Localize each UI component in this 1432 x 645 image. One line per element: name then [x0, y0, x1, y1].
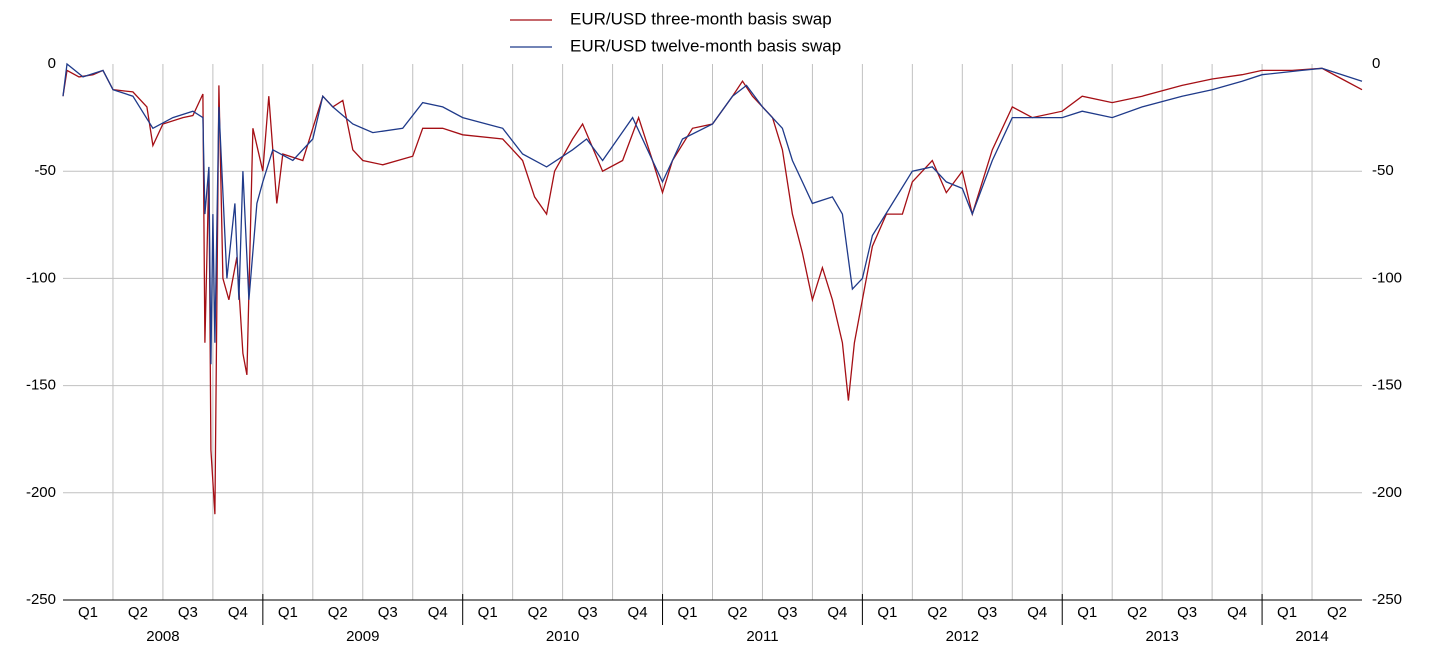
x-tick-label: Q2: [1327, 604, 1347, 621]
x-tick-label: Q2: [727, 604, 747, 621]
x-tick-label: Q2: [128, 604, 148, 621]
legend-label: EUR/USD three-month basis swap: [570, 9, 832, 28]
x-tick-label: Q2: [927, 604, 947, 621]
x-tick-label: Q3: [1177, 604, 1197, 621]
year-label: 2013: [1145, 628, 1178, 645]
y2-tick-label: -50: [1372, 162, 1394, 179]
x-tick-label: Q2: [528, 604, 548, 621]
year-label: 2010: [546, 628, 579, 645]
x-tick-label: Q4: [228, 604, 248, 621]
series-line: [62, 67, 1363, 515]
x-tick-label: Q3: [777, 604, 797, 621]
y2-tick-label: 0: [1372, 55, 1380, 72]
y-tick-label: -200: [26, 484, 56, 501]
year-label: 2011: [746, 628, 778, 645]
x-tick-label: Q1: [1077, 604, 1097, 621]
series-line: [62, 62, 1363, 365]
x-tick-label: Q1: [1277, 604, 1297, 621]
y-tick-label: 0: [48, 55, 56, 72]
x-tick-label: Q1: [678, 604, 698, 621]
y-tick-label: -150: [26, 377, 56, 394]
year-label: 2009: [346, 628, 379, 645]
x-tick-label: Q2: [1127, 604, 1147, 621]
x-tick-label: Q4: [428, 604, 448, 621]
x-tick-label: Q3: [578, 604, 598, 621]
x-tick-label: Q2: [328, 604, 348, 621]
x-tick-label: Q4: [827, 604, 847, 621]
x-tick-label: Q4: [1027, 604, 1047, 621]
x-tick-label: Q1: [877, 604, 897, 621]
y2-tick-label: -200: [1372, 484, 1402, 501]
y2-tick-label: -250: [1372, 591, 1402, 608]
x-tick-label: Q1: [478, 604, 498, 621]
year-label: 2012: [946, 628, 979, 645]
x-tick-label: Q4: [1227, 604, 1247, 621]
x-tick-label: Q3: [378, 604, 398, 621]
y2-tick-label: -150: [1372, 377, 1402, 394]
x-tick-label: Q3: [178, 604, 198, 621]
year-label: 2008: [146, 628, 179, 645]
year-label: 2014: [1295, 628, 1328, 645]
legend-label: EUR/USD twelve-month basis swap: [570, 36, 841, 55]
y-tick-label: -50: [34, 162, 56, 179]
y2-tick-label: -100: [1372, 269, 1402, 286]
x-tick-label: Q1: [78, 604, 98, 621]
x-tick-label: Q1: [278, 604, 298, 621]
x-tick-label: Q3: [977, 604, 997, 621]
y-tick-label: -100: [26, 269, 56, 286]
y-tick-label: -250: [26, 591, 56, 608]
x-tick-label: Q4: [628, 604, 648, 621]
